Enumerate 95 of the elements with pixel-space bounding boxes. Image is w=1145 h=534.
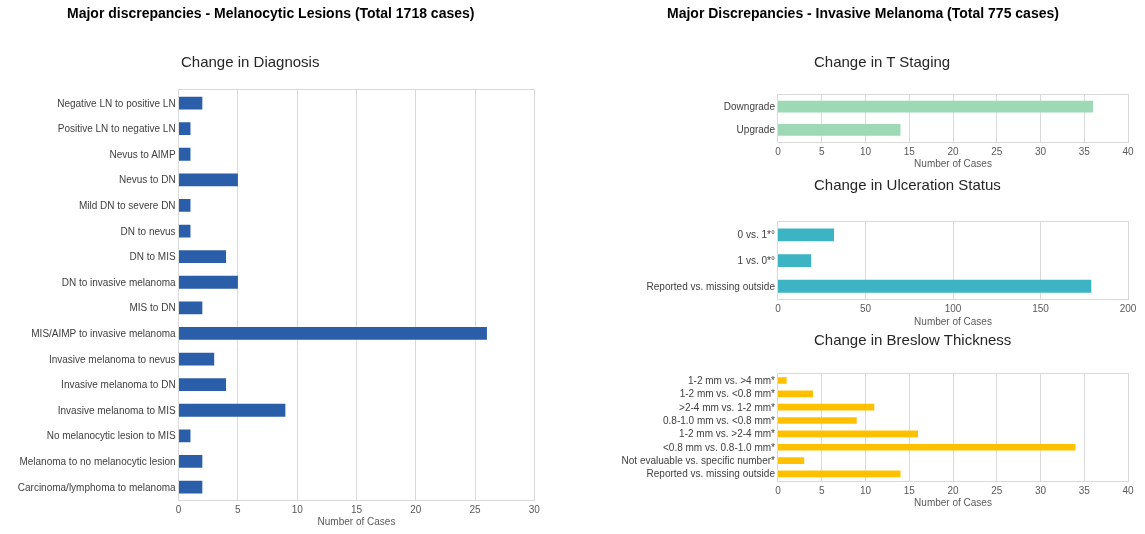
x-tick-label: 100 (944, 303, 962, 315)
y-tick-label: Mild DN to severe DN (78, 199, 176, 211)
bar (178, 173, 238, 187)
bar (178, 429, 191, 443)
bar (178, 403, 286, 417)
x-axis-title: Number of Cases (914, 315, 992, 327)
y-tick-label: Melanoma to no melanocytic lesion (19, 455, 176, 467)
x-tick-label: 25 (991, 484, 1003, 496)
x-tick-label: 5 (235, 503, 242, 515)
bar (178, 480, 203, 494)
y-tick-label: Carcinoma/lymphoma to melanoma (17, 481, 177, 493)
bar (178, 352, 215, 366)
x-tick-label: 35 (1078, 484, 1091, 496)
x-tick-label: 15 (350, 503, 363, 515)
y-tick-label: DN to invasive melanoma (61, 276, 177, 288)
bar (777, 254, 812, 267)
y-tick-label: Upgrade (736, 124, 776, 136)
y-tick-label: Invasive melanoma to DN (61, 379, 176, 391)
bar (178, 147, 191, 161)
bar (777, 430, 919, 438)
x-tick-label: 30 (1034, 145, 1047, 157)
bar (777, 279, 1092, 293)
x-tick-label: 20 (410, 503, 422, 515)
x-tick-label: 25 (991, 145, 1003, 157)
x-tick-label: 20 (947, 145, 960, 157)
y-tick-label: 1-2 mm vs. >4 mm* (688, 374, 776, 386)
x-tick-label: 40 (1122, 484, 1135, 496)
y-tick-label: 1 vs. 0*° (737, 255, 775, 267)
bar (178, 327, 487, 340)
x-tick-label: 0 (775, 303, 782, 315)
x-tick-label: 35 (1078, 145, 1091, 157)
x-tick-label: 30 (1034, 484, 1047, 496)
y-tick-label: <0.8 mm vs. 0.8-1.0 mm* (662, 441, 776, 453)
bar (178, 455, 203, 468)
bar (777, 403, 875, 411)
y-tick-label: Reported vs. missing outside (646, 468, 776, 480)
bar (178, 301, 203, 315)
x-axis-title: Number of Cases (914, 158, 992, 170)
y-tick-label: Not evaluable vs. specific number* (621, 455, 776, 467)
bar (777, 443, 1076, 451)
bar (178, 122, 191, 136)
y-tick-label: 0.8-1.0 mm vs. <0.8 mm* (662, 415, 776, 427)
y-tick-label: Invasive melanoma to MIS (57, 404, 176, 416)
bar (777, 457, 805, 464)
x-tick-label: 50 (859, 303, 872, 315)
x-tick-label: 10 (859, 145, 872, 157)
y-tick-label: Nevus to AIMP (109, 148, 176, 160)
y-tick-label: MIS to DN (129, 302, 176, 314)
y-tick-label: >2-4 mm vs. 1-2 mm* (679, 401, 776, 413)
x-tick-label: 25 (469, 503, 482, 515)
y-tick-label: Downgrade (723, 101, 776, 113)
bar (777, 377, 787, 384)
y-tick-label: Invasive melanoma to nevus (48, 353, 176, 365)
y-tick-label: No melanocytic lesion to MIS (46, 430, 176, 442)
chart-title: Major discrepancies - Melanocytic Lesions (Total 1718 cases) (67, 5, 475, 21)
x-tick-label: 10 (859, 484, 872, 496)
bar (178, 250, 227, 264)
bar (777, 228, 834, 242)
x-tick-label: 150 (1032, 303, 1050, 315)
y-tick-label: DN to nevus (120, 225, 176, 237)
y-tick-label: 1-2 mm vs. >2-4 mm* (679, 428, 776, 440)
x-tick-label: 30 (528, 503, 541, 515)
x-tick-label: 5 (818, 145, 825, 157)
x-tick-label: 10 (291, 503, 304, 515)
x-tick-label: 200 (1119, 303, 1137, 315)
x-tick-label: 15 (903, 484, 916, 496)
x-tick-label: 15 (903, 145, 916, 157)
bar (178, 96, 203, 110)
chart-subtitle: Change in Diagnosis (181, 53, 320, 70)
bar (178, 275, 238, 289)
chart-subtitle: Change in Breslow Thickness (814, 331, 1012, 348)
x-tick-label: 20 (947, 484, 960, 496)
y-tick-label: Positive LN to negative LN (57, 123, 176, 135)
y-tick-label: 0 vs. 1*° (737, 229, 775, 241)
bar (777, 390, 813, 398)
bar (178, 378, 227, 392)
x-tick-label: 5 (818, 484, 825, 496)
x-tick-label: 40 (1122, 145, 1135, 157)
y-tick-label: DN to MIS (129, 251, 176, 263)
y-tick-label: Reported vs. missing outside (646, 280, 776, 292)
x-tick-label: 0 (175, 503, 182, 515)
y-tick-label: Negative LN to positive LN (57, 97, 176, 109)
chart-title: Major Discrepancies - Invasive Melanoma (Total 775 cases) (667, 5, 1059, 21)
x-tick-label: 0 (775, 145, 782, 157)
x-axis-title: Number of Cases (317, 516, 396, 528)
bar (178, 199, 191, 212)
x-axis-title: Number of Cases (914, 497, 992, 509)
y-tick-label: MIS/AIMP to invasive melanoma (31, 327, 177, 339)
chart-subtitle: Change in Ulceration Status (814, 176, 1001, 193)
x-tick-label: 0 (775, 484, 782, 496)
y-tick-label: 1-2 mm vs. <0.8 mm* (679, 388, 776, 400)
bar (777, 470, 901, 478)
chart-subtitle: Change in T Staging (814, 53, 951, 70)
bar (777, 417, 857, 424)
y-tick-label: Nevus to DN (118, 174, 176, 186)
